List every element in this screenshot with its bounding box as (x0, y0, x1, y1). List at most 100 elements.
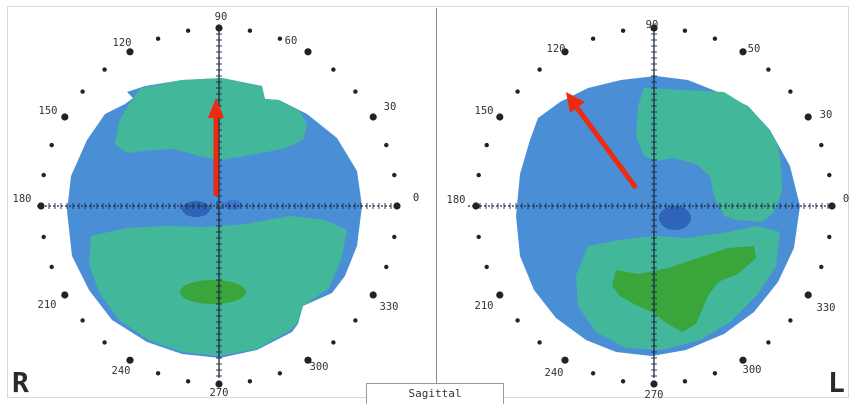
ring-dot-minor (788, 89, 793, 94)
ring-dot-major (61, 291, 69, 299)
ring-dot-major (804, 291, 812, 299)
ring-dot-minor (827, 234, 832, 240)
left-eye-map: 90 50 30 0 330 300 270 240 210 180 150 1… (447, 19, 849, 398)
left-eye-topography (516, 76, 800, 356)
deg-label-120: 120 (547, 43, 566, 55)
deg-label-270: 270 (645, 389, 664, 398)
arrow-shaft (572, 103, 639, 190)
ring-dot-major (472, 202, 480, 210)
left-eye-axis-arrow (566, 92, 639, 190)
ring-dot-major (561, 48, 569, 56)
ring-dot-minor (155, 371, 161, 376)
right-eye-grid (37, 24, 401, 388)
deg-label-90: 90 (215, 11, 228, 23)
ring-dot-major (650, 380, 658, 388)
ring-dot-minor (41, 234, 46, 240)
right-eye-axis-arrow (208, 98, 224, 196)
ring-dot-minor (476, 234, 481, 240)
ring-dot-minor (277, 36, 283, 41)
ring-dot-minor (819, 142, 824, 148)
ring-dot-minor (788, 318, 793, 323)
right-eye-topography (67, 78, 362, 358)
ring-dot-minor (620, 28, 626, 33)
ring-dot-major (828, 202, 836, 210)
ring-dot-minor (247, 28, 253, 33)
deg-label-0: 0 (413, 192, 419, 204)
deg-label-150: 150 (475, 105, 494, 117)
left-eye-letter: L (828, 366, 845, 399)
ring-dot-minor (484, 142, 489, 148)
sagittal-label: Sagittal (408, 387, 462, 400)
map-upper-teal (115, 78, 307, 160)
deg-label-300: 300 (310, 361, 329, 373)
ring-dot-minor (331, 340, 336, 345)
ring-dot-minor (712, 36, 718, 41)
ring-dot-minor (484, 264, 489, 270)
deg-label-30: 30 (820, 109, 833, 121)
ring-dot-minor (537, 67, 542, 72)
deg-label-300: 300 (743, 364, 762, 376)
ring-dot-major (126, 356, 134, 364)
ring-dot-minor (49, 264, 54, 270)
ring-dot-major (496, 291, 504, 299)
ring-dot-minor (590, 371, 596, 376)
panel-divider (436, 8, 437, 390)
ring-dot-major (215, 380, 223, 388)
map-center-spot (182, 201, 210, 217)
ring-dot-minor (620, 379, 626, 384)
ring-dot-minor (102, 67, 107, 72)
ring-dot-minor (819, 264, 824, 270)
ring-dot-minor (827, 172, 832, 178)
ring-dot-minor (41, 172, 46, 178)
ring-dot-minor (185, 28, 191, 33)
right-eye-degree-labels: 90 60 30 0 330 300 270 240 210 180 150 1… (13, 11, 420, 398)
deg-label-90: 90 (646, 19, 659, 31)
deg-label-210: 210 (38, 299, 57, 311)
right-eye-panel: 90 60 30 0 330 300 270 240 210 180 150 1… (7, 6, 435, 398)
ring-dot-major (804, 113, 812, 121)
deg-label-330: 330 (380, 301, 399, 313)
deg-label-180: 180 (13, 193, 32, 205)
ring-dot-minor (185, 379, 191, 384)
map-green-patch (180, 280, 246, 304)
ring-dot-minor (392, 234, 397, 240)
ring-dot-major (369, 113, 377, 121)
ring-dot-minor (515, 318, 520, 323)
deg-label-0: 0 (843, 193, 849, 205)
ring-dot-minor (392, 172, 397, 178)
ring-dot-minor (712, 371, 718, 376)
ring-dot-minor (331, 67, 336, 72)
ring-dot-major (37, 202, 45, 210)
ring-dot-major (650, 24, 658, 32)
ring-dot-major (393, 202, 401, 210)
ring-dot-major (215, 24, 223, 32)
ring-dot-minor (384, 142, 389, 148)
ring-dot-minor (590, 36, 596, 41)
ring-dot-major (304, 48, 312, 56)
map-right-teal (636, 88, 782, 222)
ring-dot-minor (766, 340, 771, 345)
ring-dot-major (496, 113, 504, 121)
ring-dot-minor (537, 340, 542, 345)
ring-dot-minor (682, 28, 688, 33)
sagittal-tab[interactable]: Sagittal (366, 383, 504, 404)
right-eye-letter: R (12, 366, 29, 399)
ring-dot-minor (766, 67, 771, 72)
ring-dot-major (739, 48, 747, 56)
ring-dot-minor (682, 379, 688, 384)
ring-dot-minor (277, 371, 283, 376)
ring-dot-major (61, 113, 69, 121)
ring-dot-minor (80, 89, 85, 94)
arrow-head (208, 98, 224, 118)
ring-dot-minor (476, 172, 481, 178)
ring-dot-minor (80, 318, 85, 323)
deg-label-210: 210 (475, 300, 494, 312)
ring-dot-minor (102, 340, 107, 345)
deg-label-270: 270 (210, 387, 229, 398)
ring-dot-minor (384, 264, 389, 270)
map-green-patch (612, 246, 756, 332)
ring-dot-minor (353, 89, 358, 94)
ring-dot-major (739, 356, 747, 364)
ring-dot-minor (155, 36, 161, 41)
